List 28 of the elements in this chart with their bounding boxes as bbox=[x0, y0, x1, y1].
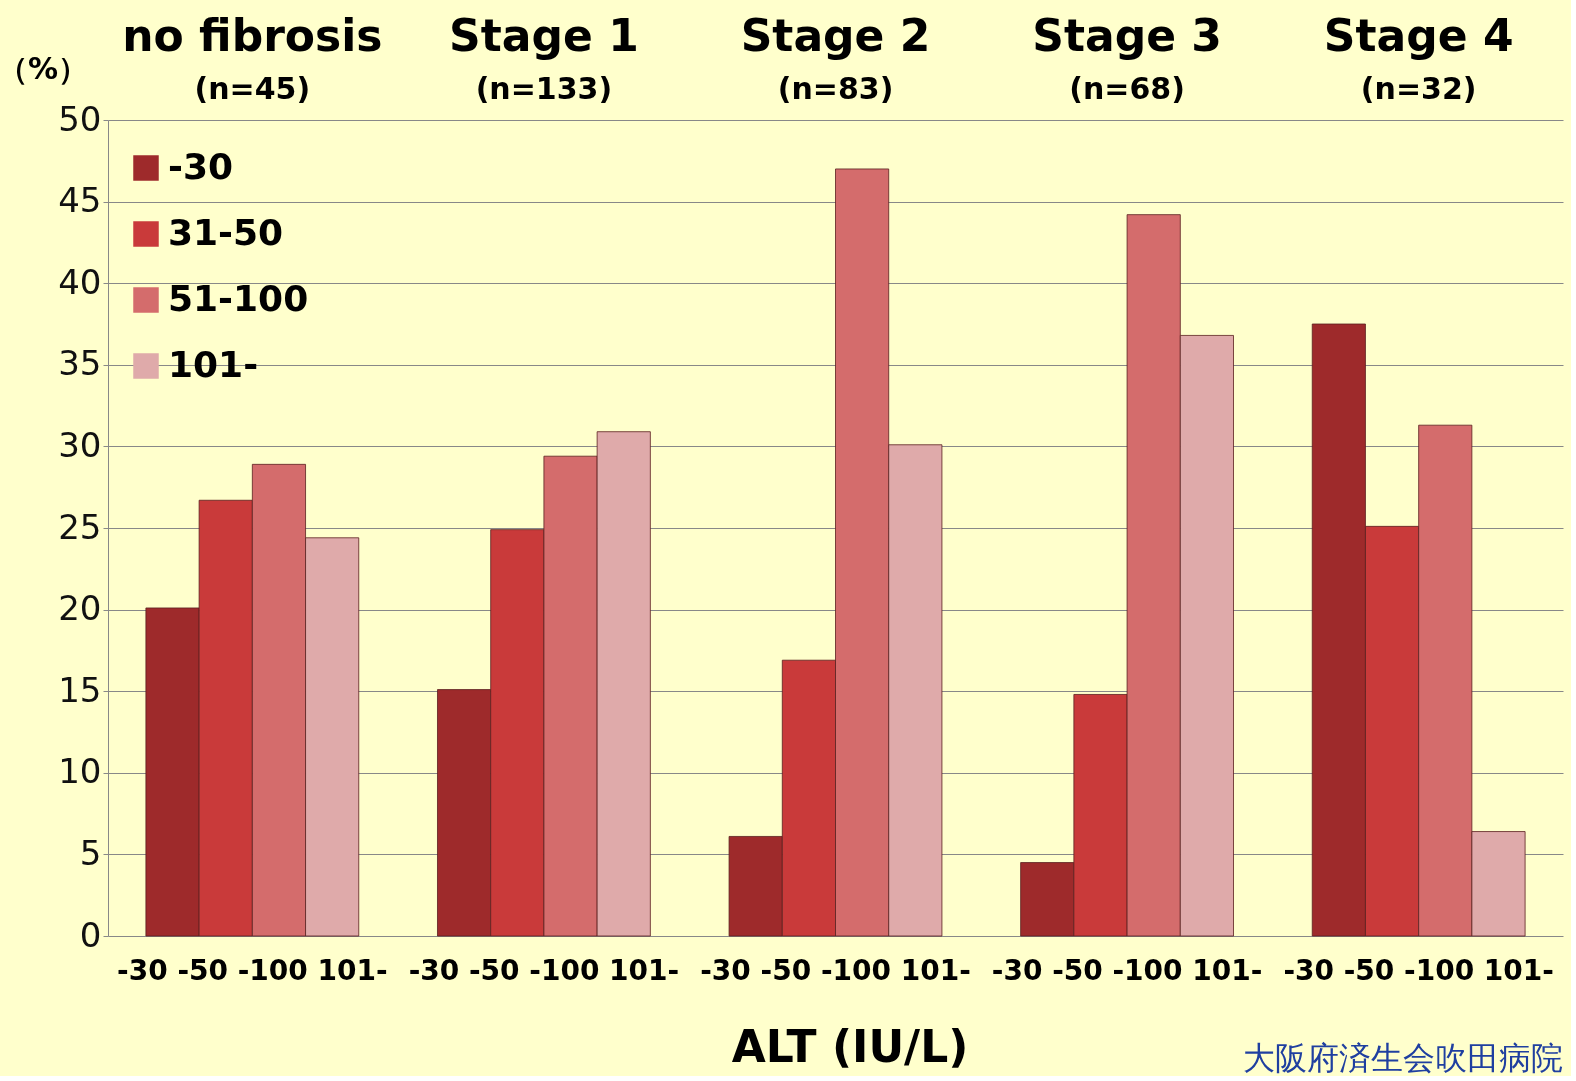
y-axis-title: （%） bbox=[0, 51, 89, 86]
y-tick-label: 20 bbox=[58, 588, 102, 629]
annotation: -30 -50 -100 101- bbox=[408, 954, 680, 987]
category-label: no fibrosis (n=45) bbox=[122, 10, 383, 106]
legend-label: 31-50 bbox=[168, 212, 284, 253]
y-tick-label: 30 bbox=[58, 424, 102, 465]
y-tick-label: 10 bbox=[58, 751, 102, 792]
y-tick-label: 5 bbox=[79, 832, 102, 873]
annotation: -30 -50 -100 101- bbox=[700, 954, 971, 987]
category-label: Stage 2 (n=83) bbox=[740, 10, 931, 106]
y-tick-label: 50 bbox=[58, 98, 102, 139]
annotation: -30 -50 -100 101- bbox=[117, 954, 388, 987]
y-tick-label: 0 bbox=[79, 914, 102, 955]
x-axis-title: ALT (IU/L) bbox=[731, 1021, 969, 1072]
legend-label: 51-100 bbox=[168, 278, 309, 319]
legend-label: -30 bbox=[168, 146, 234, 187]
y-tick-label: 40 bbox=[58, 261, 102, 302]
y-tick-label: 35 bbox=[58, 343, 102, 384]
y-tick-label: 45 bbox=[58, 180, 102, 221]
y-tick-label: 15 bbox=[58, 669, 102, 710]
category-label: Stage 4 (n=32) bbox=[1323, 10, 1514, 106]
legend-label: 101- bbox=[168, 344, 259, 385]
text: 大阪府済生会吹田病院 bbox=[1243, 1039, 1563, 1077]
y-tick-label: 25 bbox=[58, 506, 102, 547]
annotation: -30 -50 -100 101- bbox=[991, 954, 1263, 987]
annotation: -30 -50 -100 101- bbox=[1283, 954, 1554, 987]
category-label: Stage 1 (n=133) bbox=[449, 10, 639, 106]
category-label: Stage 3 (n=68) bbox=[1032, 10, 1222, 106]
